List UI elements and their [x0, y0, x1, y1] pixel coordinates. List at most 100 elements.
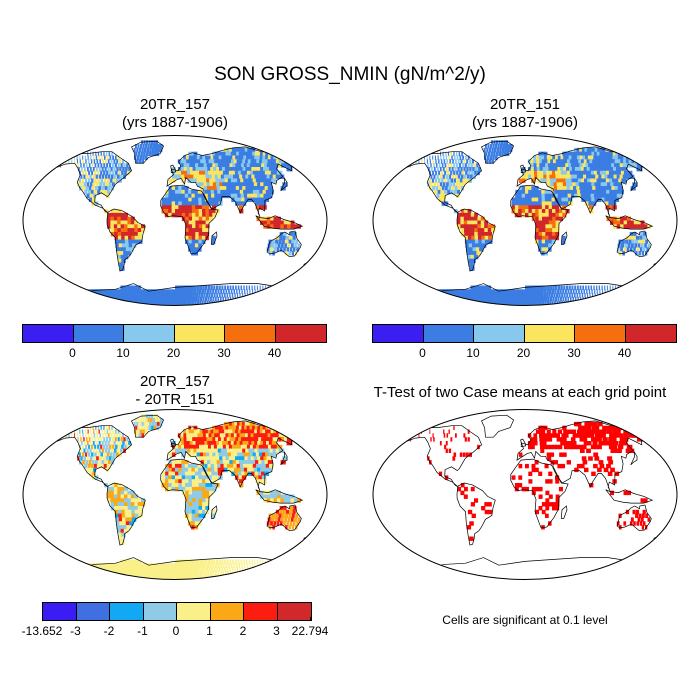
map-grid-cell: [183, 159, 188, 164]
map-grid-cell: [214, 159, 219, 164]
map-grid-cell: [464, 304, 470, 306]
map-grid-cell: [246, 178, 252, 183]
map-grid-cell: [555, 304, 558, 306]
map-grid-cell: [257, 448, 263, 453]
map-grid-cell: [187, 448, 192, 453]
map-grid-cell: [593, 452, 599, 457]
map-grid-cell: [473, 254, 479, 260]
map-grid-cell: [466, 452, 469, 457]
map-grid-cell: [499, 293, 504, 298]
map-grid-cell: [187, 570, 191, 576]
map-grid-cell: [517, 296, 521, 302]
map-grid-cell: [148, 300, 153, 306]
map-grid-cell: [150, 144, 153, 149]
map-grid-cell: [551, 197, 556, 202]
map-grid-cell: [628, 448, 635, 453]
map-grid-cell: [133, 567, 139, 572]
map-grid-cell: [88, 159, 90, 164]
map-grid-cell: [454, 174, 458, 179]
map-grid-cell: [242, 174, 248, 179]
map-grid-cell: [544, 193, 549, 199]
map-grid-cell: [469, 521, 474, 526]
map-grid-cell: [177, 570, 181, 576]
map-grid-cell: [240, 444, 246, 450]
map-grid-cell: [190, 151, 195, 157]
map-grid-cell: [525, 285, 529, 290]
map-grid-cell: [576, 174, 582, 179]
map-grid-cell: [135, 289, 140, 294]
map-grid-cell: [292, 509, 296, 515]
map-grid-cell: [206, 163, 211, 168]
map-grid-cell: [481, 506, 486, 511]
map-significance: [372, 409, 678, 580]
map-grid-cell: [218, 452, 223, 457]
map-grid-cell: [205, 212, 210, 218]
map-grid-cell: [185, 224, 190, 229]
map-grid-cell: [284, 155, 291, 160]
map-grid-cell: [202, 220, 207, 225]
map-grid-cell: [205, 170, 210, 176]
map-grid-cell: [69, 304, 77, 306]
map-grid-cell: [191, 197, 196, 202]
map-grid-cell: [181, 205, 186, 210]
map-grid-cell: [155, 418, 158, 423]
map-grid-cell: [143, 563, 148, 568]
map-grid-cell: [273, 170, 280, 176]
map-grid-cell: [246, 151, 252, 157]
map-grid-cell: [227, 178, 233, 183]
map-grid-cell: [428, 167, 430, 172]
map-grid-cell: [593, 163, 599, 168]
map-grid-cell: [640, 220, 645, 225]
map-grid-cell: [198, 517, 202, 522]
map-grid-cell: [193, 567, 196, 572]
map-grid-cell: [137, 563, 142, 568]
map-grid-cell: [198, 471, 203, 476]
map-grid-cell: [552, 232, 556, 237]
map-grid-cell: [177, 433, 182, 438]
map-grid-cell: [533, 155, 537, 160]
map-grid-cell: [94, 163, 97, 168]
map-grid-cell: [121, 532, 126, 538]
map-grid-cell: [551, 167, 556, 172]
map-grid-cell: [594, 304, 596, 306]
map-grid-cell: [557, 167, 562, 172]
map-grid-cell: [256, 578, 258, 580]
map-grid-cell: [555, 494, 560, 499]
map-grid-cell: [551, 235, 556, 241]
map-grid-cell: [217, 304, 219, 306]
map-grid-cell: [245, 441, 251, 446]
map-grid-cell: [471, 232, 476, 237]
map-grid-cell: [116, 433, 119, 438]
map-grid-cell: [222, 425, 228, 431]
map-grid-cell: [191, 463, 196, 469]
map-grid-cell: [269, 437, 276, 442]
map-grid-cell: [491, 293, 496, 298]
map-grid-cell: [134, 506, 139, 511]
map-grid-cell: [463, 159, 466, 164]
map-grid-cell: [134, 235, 139, 241]
map-grid-cell: [534, 170, 538, 176]
map-grid-cell: [521, 486, 526, 492]
map-grid-cell: [196, 285, 200, 290]
map-grid-cell: [171, 467, 176, 473]
map-grid-cell: [412, 155, 414, 160]
map-grid-cell: [471, 304, 476, 306]
map-grid-cell: [581, 304, 582, 306]
map-grid-cell: [639, 232, 644, 237]
map-grid-cell: [607, 197, 613, 202]
map-grid-cell: [97, 304, 104, 306]
map-grid-cell: [279, 232, 284, 237]
map-grid-cell: [456, 189, 460, 195]
map-grid-cell: [416, 289, 423, 294]
map-grid-cell: [635, 509, 640, 515]
map-grid-cell: [538, 239, 543, 244]
map-grid-cell: [62, 429, 64, 434]
map-grid-cell: [219, 170, 225, 176]
map-grid-cell: [168, 205, 173, 210]
map-grid-cell: [200, 570, 203, 576]
map-grid-cell: [81, 167, 83, 172]
map-grid-cell: [538, 429, 543, 434]
map-grid-cell: [205, 494, 210, 499]
map-grid-cell: [520, 300, 524, 306]
map-grid-cell: [263, 167, 269, 172]
